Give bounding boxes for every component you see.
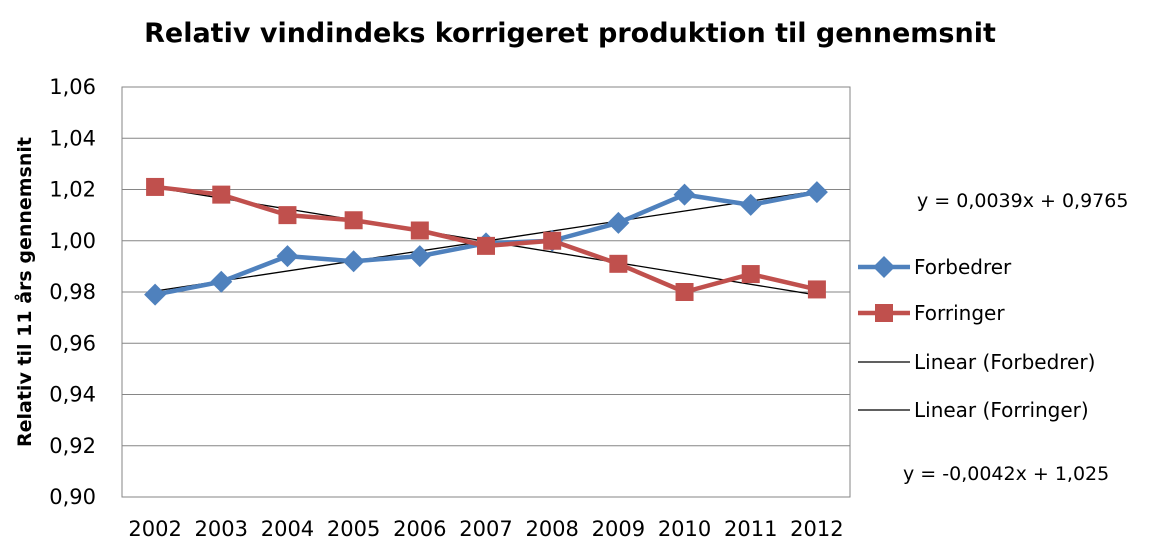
- data-point-forringer: [146, 177, 165, 196]
- trendline-equation-forbedrer: y = 0,0039x + 0,9765: [917, 190, 1128, 212]
- legend-marker: [875, 304, 893, 322]
- y-tick-label: 0,94: [49, 383, 96, 407]
- y-tick-label: 0,92: [49, 434, 96, 458]
- x-tick-label: 2008: [525, 517, 578, 541]
- x-tick-label: 2002: [128, 517, 181, 541]
- y-tick-label: 0,90: [49, 485, 96, 509]
- series-forringer: [146, 177, 826, 301]
- legend-label: Linear (Forbedrer): [914, 350, 1095, 374]
- data-point-forringer: [741, 265, 760, 284]
- data-point-forbedrer: [805, 181, 828, 204]
- data-point-forringer: [675, 283, 694, 301]
- gridlines: [121, 86, 851, 498]
- data-point-forringer: [212, 185, 231, 204]
- data-point-forringer: [477, 236, 495, 255]
- data-point-forbedrer: [276, 245, 299, 268]
- data-point-forbedrer: [144, 283, 167, 306]
- x-tick-label: 2010: [658, 517, 711, 541]
- y-tick-label: 0,98: [49, 280, 96, 304]
- data-point-forbedrer: [408, 245, 431, 268]
- data-point-forbedrer: [673, 183, 696, 206]
- data-point-forbedrer: [739, 193, 762, 216]
- x-axis-tick-labels: 2002 2003 2004 2005 2006 2007 2008 2009 2010 2011…: [128, 517, 843, 541]
- x-tick-label: 2009: [592, 517, 645, 541]
- legend-label: Forringer: [914, 301, 1005, 325]
- x-tick-label: 2011: [724, 517, 777, 541]
- x-tick-label: 2006: [393, 517, 446, 541]
- legend: Forbedrer Forringer Linear (Forbedrer) Line…: [858, 255, 1095, 422]
- data-point-forringer: [609, 254, 628, 273]
- x-tick-label: 2007: [459, 517, 512, 541]
- y-tick-label: 1,02: [49, 178, 96, 202]
- legend-marker: [873, 256, 895, 278]
- data-point-forbedrer: [210, 270, 233, 293]
- y-tick-label: 0,96: [49, 331, 96, 355]
- legend-label: Linear (Forringer): [914, 398, 1089, 422]
- y-axis-label: Relativ til 11 års gennemsnit: [12, 137, 36, 447]
- x-tick-label: 2012: [790, 517, 843, 541]
- x-tick-label: 2005: [327, 517, 380, 541]
- data-point-forringer: [410, 221, 429, 240]
- data-point-forringer: [807, 280, 826, 299]
- trendline-equation-forringer: y = -0,0042x + 1,025: [903, 463, 1109, 485]
- y-tick-label: 1,04: [49, 126, 96, 150]
- chart-title: Relativ vindindeks korrigeret produktion…: [144, 18, 996, 49]
- y-tick-label: 1,00: [49, 229, 96, 253]
- data-point-forringer: [278, 206, 297, 225]
- x-tick-label: 2004: [261, 517, 314, 541]
- data-point-forringer: [543, 231, 562, 250]
- data-point-forbedrer: [607, 211, 630, 234]
- y-axis-tick-labels: 0,90 0,92 0,94 0,96 0,98 1,00 1,02 1,04 1,06: [49, 75, 96, 509]
- data-point-forbedrer: [342, 250, 365, 273]
- x-tick-label: 2003: [195, 517, 248, 541]
- data-point-forringer: [344, 211, 363, 230]
- data-series: [144, 177, 828, 306]
- legend-label: Forbedrer: [914, 255, 1012, 279]
- y-tick-label: 1,06: [49, 75, 96, 99]
